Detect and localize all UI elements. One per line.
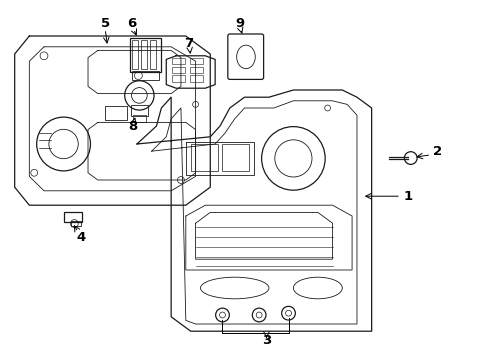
Bar <box>63 212 82 222</box>
Text: 9: 9 <box>235 17 244 30</box>
Bar <box>129 38 161 72</box>
Bar <box>171 58 185 64</box>
Bar <box>71 221 81 226</box>
Bar <box>189 58 203 64</box>
Bar <box>222 144 249 171</box>
Bar <box>171 67 185 73</box>
Bar <box>189 67 203 73</box>
Bar <box>131 105 147 116</box>
Text: 3: 3 <box>262 334 270 347</box>
Bar <box>189 75 203 82</box>
Text: 7: 7 <box>183 37 192 50</box>
Bar <box>141 40 147 69</box>
Bar <box>132 71 159 80</box>
Bar <box>105 106 127 120</box>
Bar <box>133 115 145 122</box>
Text: 6: 6 <box>127 17 136 30</box>
Text: 1: 1 <box>403 190 412 203</box>
Bar <box>190 144 217 171</box>
Text: 5: 5 <box>101 17 109 30</box>
Text: 8: 8 <box>128 120 137 132</box>
Bar <box>149 40 156 69</box>
Text: 4: 4 <box>76 231 85 244</box>
Bar <box>132 40 138 69</box>
Text: 2: 2 <box>432 145 441 158</box>
Bar <box>171 75 185 82</box>
